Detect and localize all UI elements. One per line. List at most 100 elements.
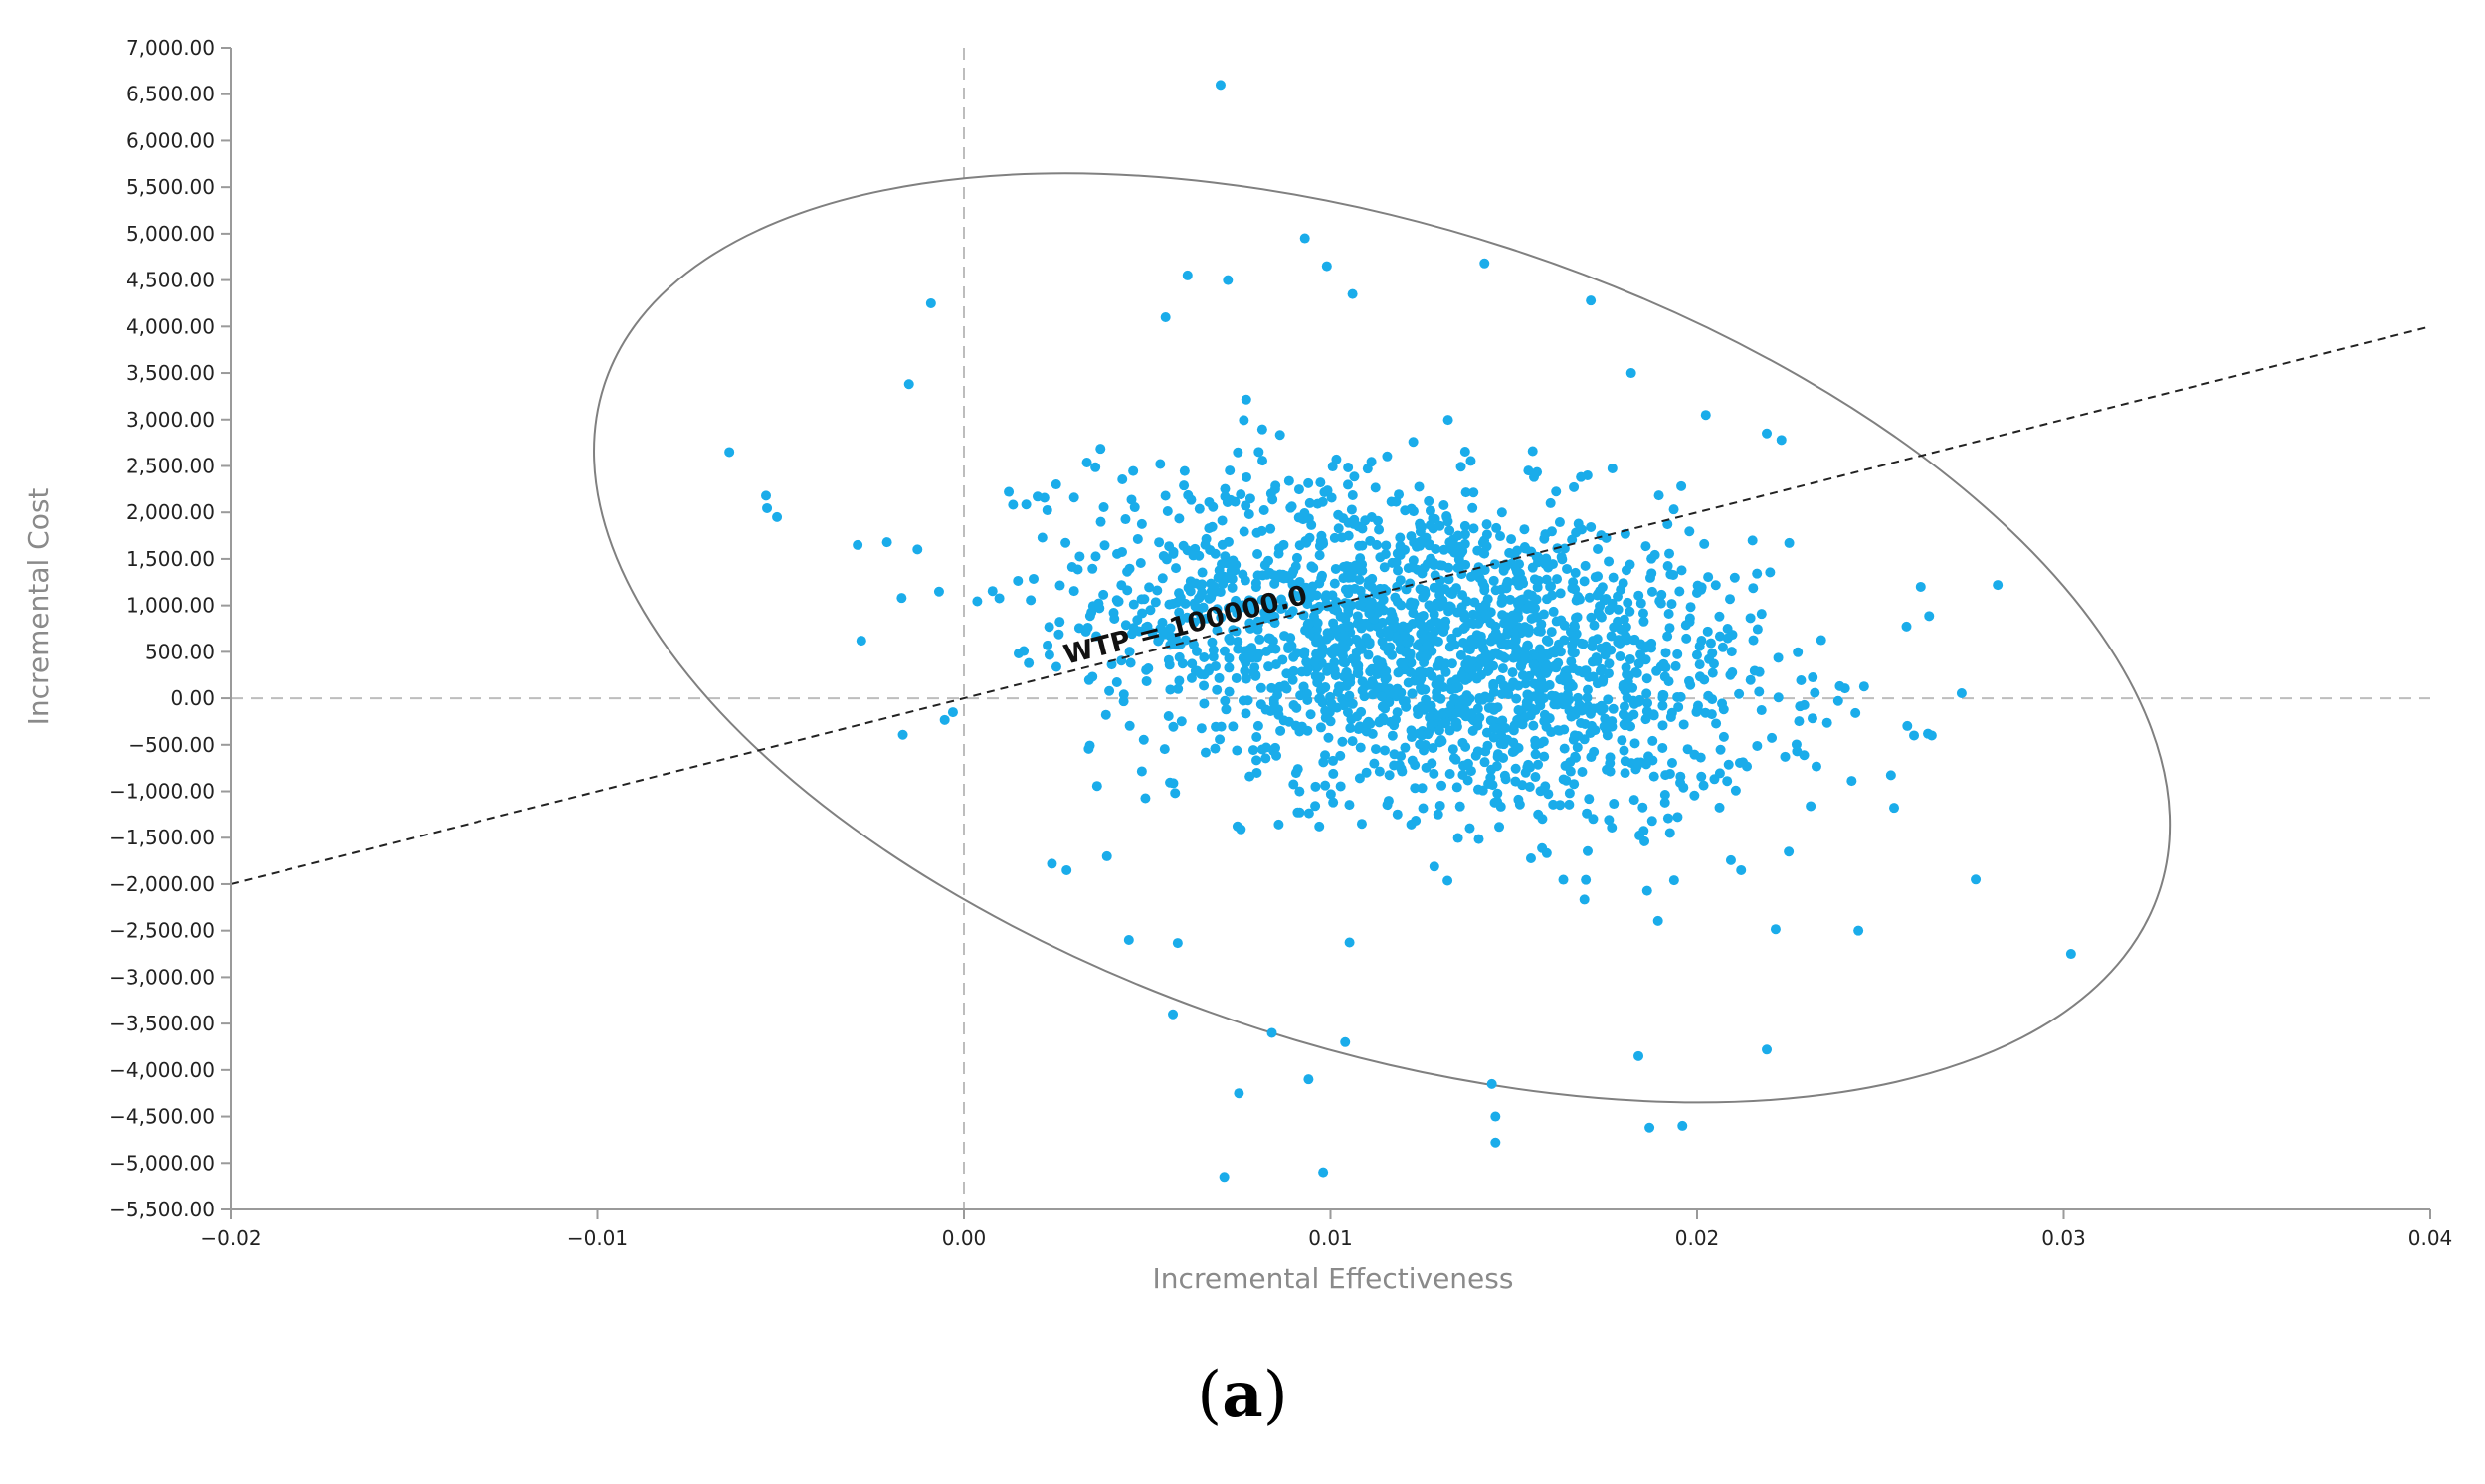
scatter-point [1357,618,1368,629]
scatter-point [1413,709,1424,720]
scatter-point [1270,644,1281,654]
scatter-point [1210,743,1221,754]
scatter-point [1240,575,1250,586]
scatter-point [1528,659,1539,670]
scatter-point [1411,816,1422,827]
scatter-point [1278,715,1289,726]
scatter-point [1013,649,1024,659]
scatter-point [1793,647,1804,657]
scatter-point [925,297,936,308]
scatter-point [1619,745,1629,756]
scatter-point [1165,684,1176,695]
scatter-point [1315,477,1326,488]
scatter-point [1582,469,1593,480]
scatter-point [1423,702,1434,713]
scatter-point [1533,551,1544,562]
scatter-point [1622,692,1632,703]
scatter-point [1621,565,1631,576]
scatter-point [1552,699,1563,710]
scatter-point [1098,589,1109,600]
scatter-point [1099,540,1110,551]
scatter-point [1326,698,1337,709]
scatter-point [1429,768,1439,779]
scatter-point [1429,582,1439,593]
scatter-point [1776,435,1787,446]
scatter-point [1578,667,1589,678]
scatter-point [1889,803,1900,814]
y-tick-label: −5,500.00 [109,1198,215,1221]
scatter-point [1473,834,1484,844]
scatter-point [1197,587,1208,598]
scatter-point [1666,599,1677,610]
scatter-point [1569,584,1580,595]
scatter-point [1207,637,1218,648]
scatter-point [1288,779,1299,790]
scatter-point [1536,652,1547,663]
scatter-point [1637,608,1648,619]
scatter-point [1082,622,1093,633]
scatter-point [1303,477,1314,488]
scatter-point [1444,525,1455,536]
scatter-point [1482,594,1493,605]
scatter-point [1500,723,1511,734]
scatter-point [1152,585,1163,596]
scatter-point [1275,572,1286,583]
scatter-point [1343,479,1354,490]
scatter-point [1294,807,1305,818]
scatter-point [1224,662,1235,673]
scatter-point [1498,651,1509,662]
scatter-point [1419,591,1430,602]
scatter-point [1174,513,1185,524]
scatter-point [1438,682,1449,693]
confidence-ellipse [593,172,2172,1104]
scatter-point [1496,507,1507,518]
scatter-point [1301,666,1312,677]
y-tick-label: −3,500.00 [109,1012,215,1035]
scatter-point [1124,647,1135,657]
scatter-point [1393,667,1404,678]
scatter-point [1503,682,1514,693]
x-axis-title: Incremental Effectiveness [1153,1262,1514,1295]
scatter-point [1752,568,1763,579]
scatter-point [1664,828,1675,838]
scatter-point [1651,665,1662,676]
scatter-point [1703,572,1714,583]
scatter-point [1433,809,1443,820]
scatter-point [1692,580,1703,591]
scatter-point [1662,631,1673,642]
scatter-point [1416,666,1427,677]
scatter-point [1796,674,1807,685]
scatter-point [1044,622,1054,633]
scatter-point [1517,719,1528,730]
scatter-point [1458,694,1469,705]
scatter-point [1379,681,1390,692]
y-tick-label: 3,000.00 [126,408,215,432]
scatter-point [1596,643,1607,653]
scatter-point [1479,757,1490,768]
scatter-point [1885,770,1896,781]
scatter-point [1425,505,1435,516]
scatter-point [1729,572,1740,583]
scatter-point [1595,611,1606,622]
scatter-point [1488,575,1499,586]
scatter-point [1593,571,1604,582]
scatter-point [1407,732,1418,743]
scatter-point [1434,590,1445,601]
scatter-point [1074,551,1085,562]
scatter-point [1422,640,1433,650]
scatter-point [1810,687,1820,698]
y-tick-label: 1,500.00 [126,547,215,571]
scatter-point [1220,695,1231,706]
scatter-point [1570,751,1581,762]
scatter-point [1309,656,1320,667]
scatter-point [1226,494,1237,505]
scatter-point [1247,745,1258,756]
y-tick-label: 4,000.00 [126,314,215,338]
scatter-point [1756,705,1767,716]
scatter-point [1665,711,1676,722]
scatter-point [1457,638,1468,649]
scatter-point [1559,743,1570,754]
scatter-point [1310,670,1321,681]
scatter-point [1705,638,1716,649]
scatter-point [1400,505,1411,516]
